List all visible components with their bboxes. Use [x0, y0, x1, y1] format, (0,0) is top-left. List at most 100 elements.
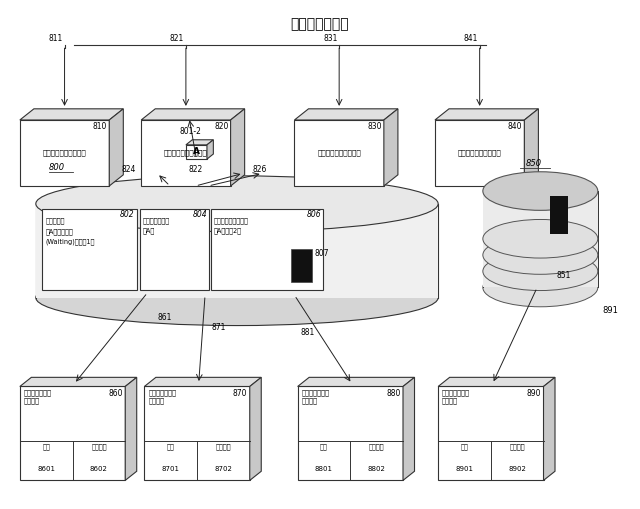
FancyBboxPatch shape — [145, 386, 250, 480]
Polygon shape — [543, 377, 555, 480]
Text: 配信: 配信 — [461, 443, 468, 449]
Ellipse shape — [36, 176, 438, 232]
Text: 870: 870 — [233, 388, 247, 398]
Text: 850: 850 — [526, 159, 542, 167]
Text: 826: 826 — [252, 165, 266, 174]
Text: 肯定応答: 肯定応答 — [509, 443, 525, 449]
FancyBboxPatch shape — [42, 209, 137, 290]
Text: インバウンドハンドラ: インバウンドハンドラ — [458, 150, 502, 156]
Text: 881: 881 — [301, 328, 315, 337]
Text: 880: 880 — [386, 388, 401, 398]
Polygon shape — [125, 377, 137, 480]
FancyBboxPatch shape — [141, 120, 230, 186]
Ellipse shape — [483, 172, 598, 210]
Text: 着信メッセージ: 着信メッセージ — [291, 17, 349, 31]
Text: 「A」、「2」: 「A」、「2」 — [214, 227, 242, 234]
Text: インバウンドハンドラ: インバウンドハンドラ — [164, 150, 208, 156]
Text: 860: 860 — [108, 388, 123, 398]
Text: 811: 811 — [49, 34, 63, 43]
Polygon shape — [438, 377, 555, 386]
Polygon shape — [145, 377, 261, 386]
Text: 8901: 8901 — [456, 466, 474, 472]
Text: A: A — [193, 148, 200, 156]
Text: アウトバウンド
ハンドラ: アウトバウンド ハンドラ — [301, 389, 330, 404]
Text: 「A」: 「A」 — [143, 227, 155, 234]
Polygon shape — [384, 109, 398, 186]
Polygon shape — [141, 109, 244, 120]
Ellipse shape — [483, 236, 598, 274]
Polygon shape — [524, 109, 538, 186]
Text: 831: 831 — [323, 34, 337, 43]
FancyBboxPatch shape — [20, 386, 125, 480]
Polygon shape — [435, 109, 538, 120]
Text: 806: 806 — [307, 210, 321, 219]
Text: 「A」、「待ち: 「A」、「待ち — [45, 228, 73, 235]
Polygon shape — [186, 140, 213, 145]
Text: ミューテックス: ミューテックス — [143, 217, 170, 223]
Text: 830: 830 — [367, 122, 382, 130]
FancyBboxPatch shape — [550, 196, 568, 234]
Polygon shape — [230, 109, 244, 186]
Text: (Waiting)」、「1」: (Waiting)」、「1」 — [45, 238, 95, 245]
Ellipse shape — [483, 268, 598, 307]
Ellipse shape — [483, 219, 598, 258]
Text: 8602: 8602 — [90, 466, 108, 472]
Text: 肯定応答: 肯定応答 — [369, 443, 385, 449]
Text: 肯定応答: 肯定応答 — [216, 443, 231, 449]
Text: 800: 800 — [49, 163, 65, 172]
Text: 810: 810 — [93, 122, 108, 130]
Text: 8802: 8802 — [368, 466, 386, 472]
Text: 841: 841 — [464, 34, 478, 43]
Polygon shape — [20, 377, 137, 386]
Text: 配信: 配信 — [320, 443, 328, 449]
Ellipse shape — [483, 252, 598, 291]
Text: ステータス: ステータス — [45, 217, 65, 223]
Text: インバウンドハンドラ: インバウンドハンドラ — [43, 150, 86, 156]
Text: 804: 804 — [193, 210, 207, 219]
Text: 801-2: 801-2 — [179, 127, 202, 136]
FancyBboxPatch shape — [294, 120, 384, 186]
Text: 8902: 8902 — [508, 466, 526, 472]
Text: 802: 802 — [120, 210, 135, 219]
Polygon shape — [207, 140, 213, 159]
Text: アウトバウンド
ハンドラ: アウトバウンド ハンドラ — [442, 389, 470, 404]
Text: 821: 821 — [170, 34, 184, 43]
Text: インバウンドハンドラ: インバウンドハンドラ — [317, 150, 361, 156]
FancyBboxPatch shape — [298, 386, 403, 480]
FancyBboxPatch shape — [291, 249, 312, 282]
Text: 891: 891 — [603, 306, 618, 315]
Text: 807: 807 — [314, 249, 329, 259]
Text: 8702: 8702 — [214, 466, 232, 472]
FancyBboxPatch shape — [211, 209, 323, 290]
Text: 890: 890 — [527, 388, 541, 398]
Text: 840: 840 — [508, 122, 522, 130]
FancyBboxPatch shape — [20, 120, 109, 186]
Text: 820: 820 — [214, 122, 228, 130]
Text: 肯定応答: 肯定応答 — [91, 443, 107, 449]
FancyBboxPatch shape — [483, 191, 598, 288]
Polygon shape — [250, 377, 261, 480]
Text: アウトバウンド
ハンドラ: アウトバウンド ハンドラ — [24, 389, 52, 404]
Polygon shape — [298, 377, 415, 386]
Ellipse shape — [36, 270, 438, 326]
Text: 8701: 8701 — [162, 466, 180, 472]
Text: 861: 861 — [157, 313, 172, 322]
FancyBboxPatch shape — [186, 145, 207, 159]
FancyBboxPatch shape — [140, 209, 209, 290]
Text: 8601: 8601 — [37, 466, 55, 472]
Text: 871: 871 — [211, 323, 226, 332]
Text: アウトバウンド
ハンドラ: アウトバウンド ハンドラ — [148, 389, 176, 404]
FancyBboxPatch shape — [36, 204, 438, 298]
FancyBboxPatch shape — [435, 120, 524, 186]
Polygon shape — [109, 109, 124, 186]
Text: 824: 824 — [121, 165, 136, 174]
Polygon shape — [403, 377, 415, 480]
Text: 配信: 配信 — [42, 443, 50, 449]
Polygon shape — [294, 109, 398, 120]
FancyBboxPatch shape — [438, 386, 543, 480]
Polygon shape — [20, 109, 124, 120]
Text: 851: 851 — [556, 271, 571, 280]
Text: 8801: 8801 — [315, 466, 333, 472]
Text: 配信: 配信 — [167, 443, 175, 449]
Text: オーバーフロー領域: オーバーフロー領域 — [214, 217, 249, 223]
